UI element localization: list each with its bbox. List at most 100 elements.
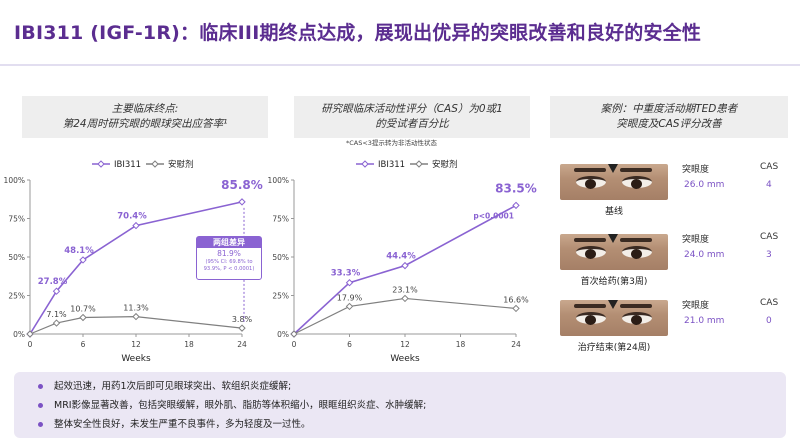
y-tick-label: 0% <box>277 330 289 339</box>
data-label: 44.4% <box>386 252 416 262</box>
eye <box>576 246 606 259</box>
case-caption: 治疗结束(第24周) <box>577 343 651 353</box>
x-tick-label: 18 <box>184 340 194 349</box>
case-row: 突眼度 CAS 24.0 mm 3 首次给药(第3周) <box>560 228 792 287</box>
iris <box>585 315 596 325</box>
data-point <box>290 330 298 338</box>
panel3-title-line2: 突眼度及CAS评分改善 <box>616 118 722 130</box>
x-axis-label: Weeks <box>390 354 420 364</box>
data-point <box>512 304 520 313</box>
y-tick-label: 0% <box>13 330 25 339</box>
summary-bullet-1: 起效迅速，用药1次后即可见眼球突出、软组织炎症缓解; <box>38 377 786 396</box>
difference-title: 两组差异 <box>197 237 261 248</box>
data-point <box>79 313 87 322</box>
data-label: 23.1% <box>392 285 418 294</box>
eye-photo <box>560 234 668 270</box>
eyebrow <box>574 238 606 242</box>
arrow-down-icon <box>608 234 618 243</box>
x-tick-label: 12 <box>400 340 410 349</box>
iris <box>631 179 642 189</box>
case-col-cas: CAS <box>760 162 779 172</box>
data-point <box>238 198 246 206</box>
chart-proptosis-response: 0% 25% 50% 75% 100% 0 6 12 18 24 Weeks IBI311 安慰剂 27.… <box>4 159 263 364</box>
x-tick-label: 0 <box>292 340 297 349</box>
data-point <box>26 330 34 338</box>
y-tick-label: 100% <box>4 176 25 185</box>
data-point <box>401 294 409 303</box>
y-tick-label: 50% <box>272 253 289 262</box>
eyebrow <box>574 168 606 172</box>
data-point <box>512 201 520 210</box>
p-value-label: p<0.0001 <box>473 211 514 220</box>
case-proptosis-value: 24.0 mm <box>684 250 725 260</box>
panel3-title-line1: 案例：中重度活动期TED患者 <box>600 103 738 115</box>
panel1-title: 主要临床终点: 第24周时研究眼的眼球突出应答率¹ <box>22 96 268 138</box>
x-tick-label: 6 <box>347 340 352 349</box>
eye <box>576 312 606 325</box>
panel2-footnote: *CAS<3提示转为非活动性状态 <box>346 139 437 147</box>
panel2-title: 研究眼临床活动性评分（CAS）为0或1 的受试者百分比 <box>294 96 530 138</box>
series-line-ibi311 <box>293 204 517 335</box>
difference-box: 两组差异 81.9% (95% CI: 69.8% to 93.9%, P < … <box>196 236 262 280</box>
panel2-title-line2: 的受试者百分比 <box>375 118 449 130</box>
case-col-proptosis: 突眼度 <box>682 235 710 245</box>
x-tick-label: 0 <box>28 340 33 349</box>
arrow-down-icon <box>608 300 618 309</box>
data-point <box>238 324 246 332</box>
case-col-proptosis: 突眼度 <box>682 301 710 311</box>
data-point <box>401 261 409 270</box>
panel2-title-line1: 研究眼临床活动性评分（CAS）为0或1 <box>321 103 503 115</box>
iris <box>631 315 642 325</box>
x-tick-label: 6 <box>81 340 86 349</box>
data-label: 17.9% <box>337 293 363 302</box>
data-label: 48.1% <box>64 246 94 256</box>
panel1-title-line2: 第24周时研究眼的眼球突出应答率¹ <box>62 118 228 130</box>
x-axis-label: Weeks <box>121 354 151 364</box>
data-point <box>345 302 354 311</box>
legend-label: 安慰剂 <box>168 159 194 170</box>
summary-bullet-2: MRI影像显著改善，包括突眼缓解，眼外肌、脂肪等体积缩小，眼眶组织炎症、水肿缓解… <box>38 396 786 415</box>
case-cas-value: 3 <box>766 250 772 260</box>
case-cas-value: 0 <box>766 316 772 326</box>
case-caption: 首次给药(第3周) <box>580 277 648 287</box>
legend-marker <box>151 160 159 168</box>
data-point <box>79 256 87 264</box>
case-col-cas: CAS <box>760 232 779 242</box>
data-label: 33.3% <box>331 269 361 279</box>
legend-marker <box>361 160 369 168</box>
difference-value: 81.9% <box>217 249 241 258</box>
x-tick-label: 12 <box>131 340 141 349</box>
eye <box>622 176 652 189</box>
header-divider <box>0 64 800 66</box>
case-proptosis-value: 26.0 mm <box>684 180 725 190</box>
data-label: 3.8% <box>232 315 253 324</box>
arrow-down-icon <box>608 164 618 173</box>
x-tick-label: 24 <box>237 340 247 349</box>
legend-label: IBI311 <box>378 160 405 170</box>
eyebrow <box>620 304 652 308</box>
case-caption: 基线 <box>604 207 623 217</box>
case-col-cas: CAS <box>760 298 779 308</box>
data-label: 16.6% <box>503 295 529 304</box>
panel1-title-line1: 主要临床终点: <box>111 103 179 115</box>
iris <box>585 249 596 259</box>
data-label: 27.8% <box>38 277 68 287</box>
data-label: 7.1% <box>46 310 67 319</box>
legend-label: 安慰剂 <box>432 159 458 170</box>
summary-box: 起效迅速，用药1次后即可见眼球突出、软组织炎症缓解; MRI影像显著改善，包括突… <box>14 372 786 438</box>
data-point <box>132 312 140 321</box>
iris <box>585 179 596 189</box>
header: IBI311 (IGF-1R)：临床III期终点达成，展现出优异的突眼改善和良好… <box>0 0 800 66</box>
eyebrow <box>620 238 652 242</box>
chart-cas-score: 0% 25% 50% 75% 100% 0 6 12 18 24 Weeks IBI311 安慰剂 33.… <box>268 159 537 364</box>
case-row: 突眼度 CAS 21.0 mm 0 治疗结束(第24周) <box>560 294 792 353</box>
y-tick-label: 75% <box>272 215 289 224</box>
case-row: 突眼度 CAS 26.0 mm 4 基线 <box>560 158 792 217</box>
eyebrow <box>574 304 606 308</box>
series-line-placebo <box>293 297 517 335</box>
iris <box>631 249 642 259</box>
data-label: 11.3% <box>123 304 149 313</box>
y-tick-label: 100% <box>268 176 289 185</box>
legend-label: IBI311 <box>114 160 141 170</box>
eye <box>622 312 652 325</box>
